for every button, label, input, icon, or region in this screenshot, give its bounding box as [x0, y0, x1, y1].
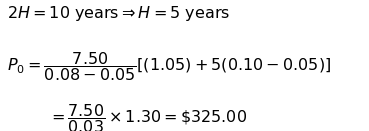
Text: $= \dfrac{7.50}{0.03} \times 1.30 = \$325.00$: $= \dfrac{7.50}{0.03} \times 1.30 = \$32…	[48, 102, 247, 131]
Text: $P_0 = \dfrac{7.50}{0.08 - 0.05}[(1.05) + 5(0.10 - 0.05)]$: $P_0 = \dfrac{7.50}{0.08 - 0.05}[(1.05) …	[7, 50, 332, 83]
Text: $2H = 10 \text{ years} \Rightarrow H = 5 \text{ years}$: $2H = 10 \text{ years} \Rightarrow H = 5…	[7, 4, 231, 23]
